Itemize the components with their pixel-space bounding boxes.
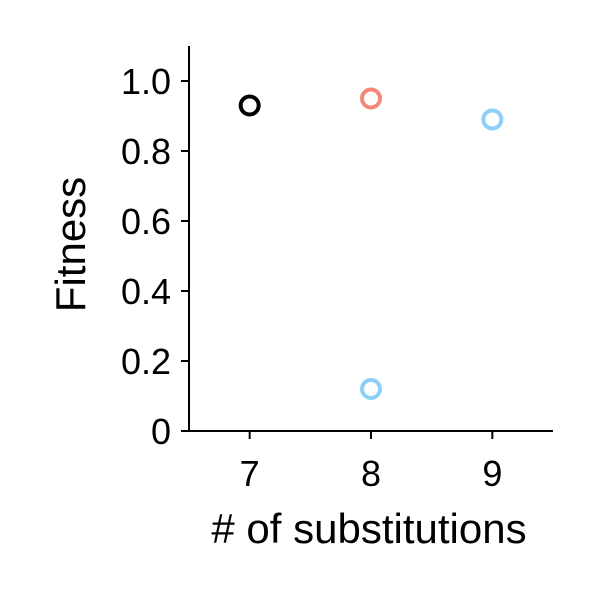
axes (188, 46, 553, 432)
y-tick-label: 0.6 (121, 201, 171, 242)
y-axis-ticks: 0 0.2 0.4 0.6 0.8 1.0 (121, 61, 189, 452)
y-tick-label: 0 (151, 411, 171, 452)
x-tick-label: 7 (240, 453, 260, 494)
y-tick-label: 1.0 (121, 61, 171, 102)
x-tick-label: 8 (361, 453, 381, 494)
data-point (238, 94, 261, 117)
y-axis-title: Fitness (47, 177, 94, 312)
data-point (481, 108, 504, 131)
x-axis-title: # of substitutions (211, 505, 526, 552)
data-point (360, 378, 382, 400)
y-tick-label: 0.8 (121, 131, 171, 172)
data-points (238, 87, 504, 400)
x-tick-label: 9 (482, 453, 502, 494)
y-tick-label: 0.4 (121, 271, 171, 312)
y-tick-label: 0.2 (121, 341, 171, 382)
x-axis-ticks: 7 8 9 (240, 431, 502, 494)
data-point (360, 87, 382, 110)
